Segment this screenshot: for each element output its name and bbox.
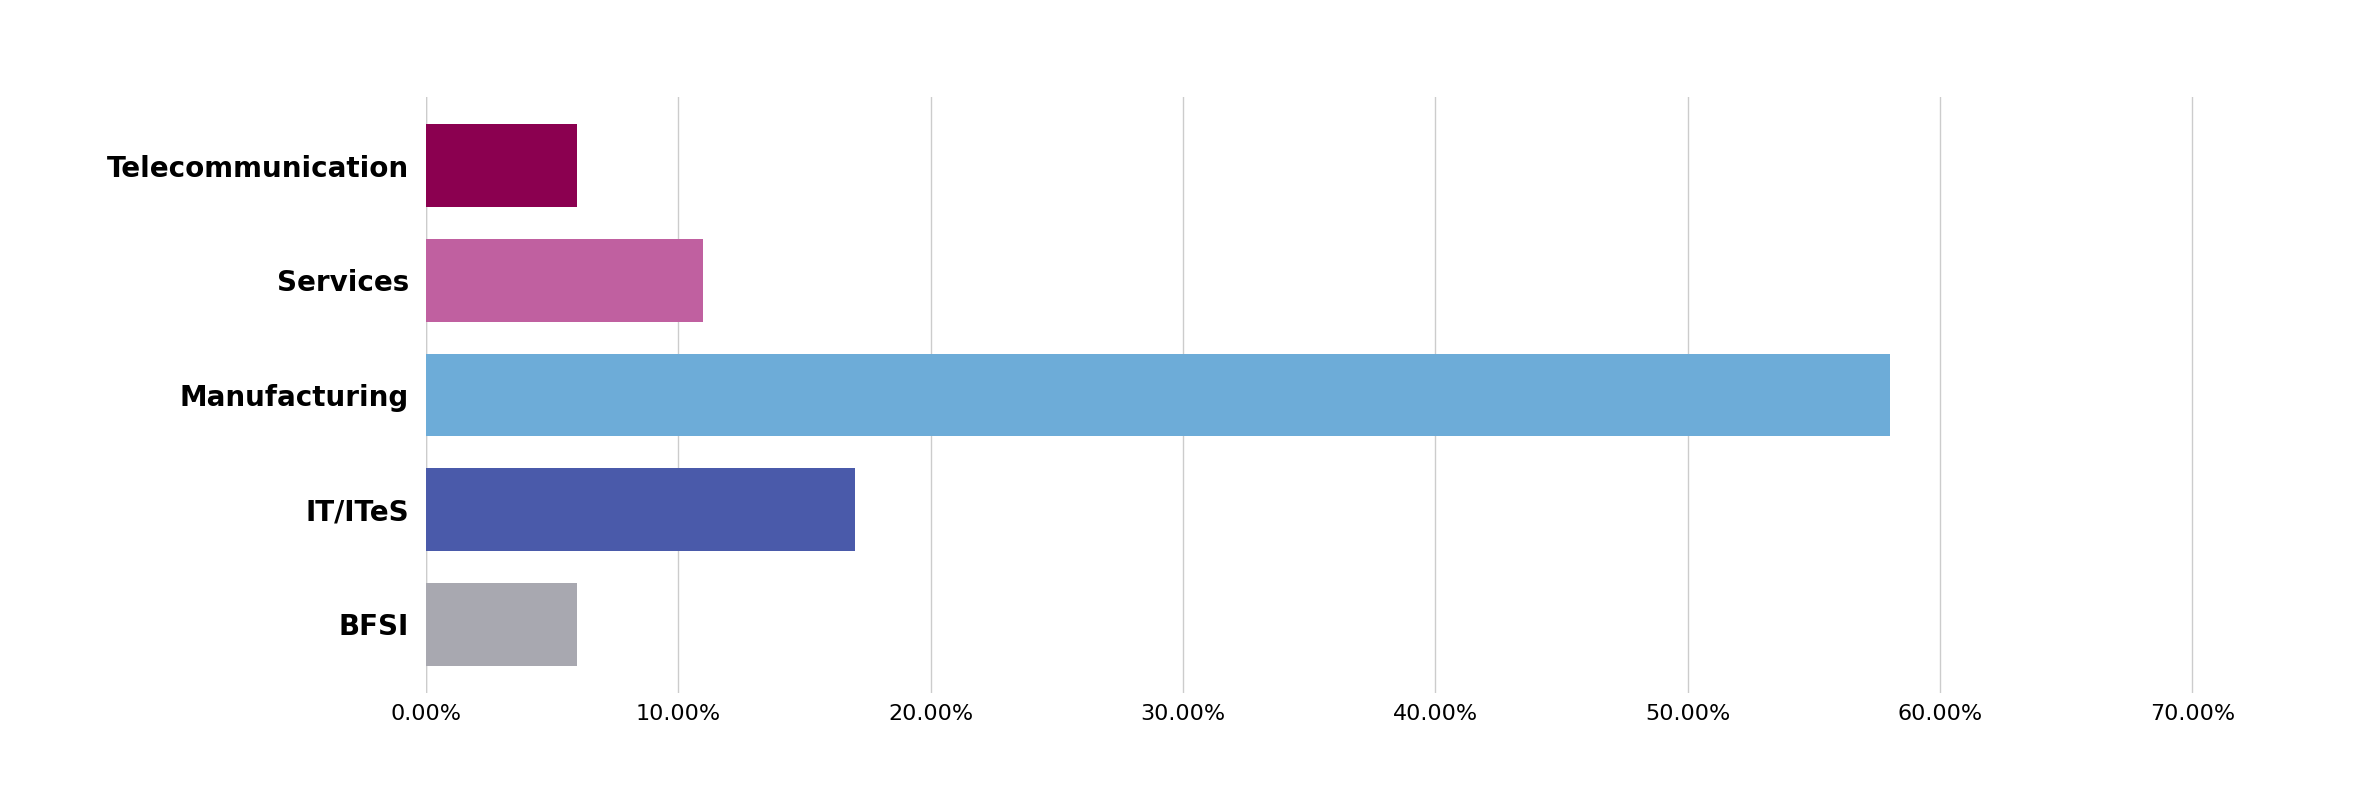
Bar [426,124,577,207]
Bar [426,468,854,551]
Bar [426,239,703,322]
Bar [426,583,577,666]
Bar [426,354,1890,436]
